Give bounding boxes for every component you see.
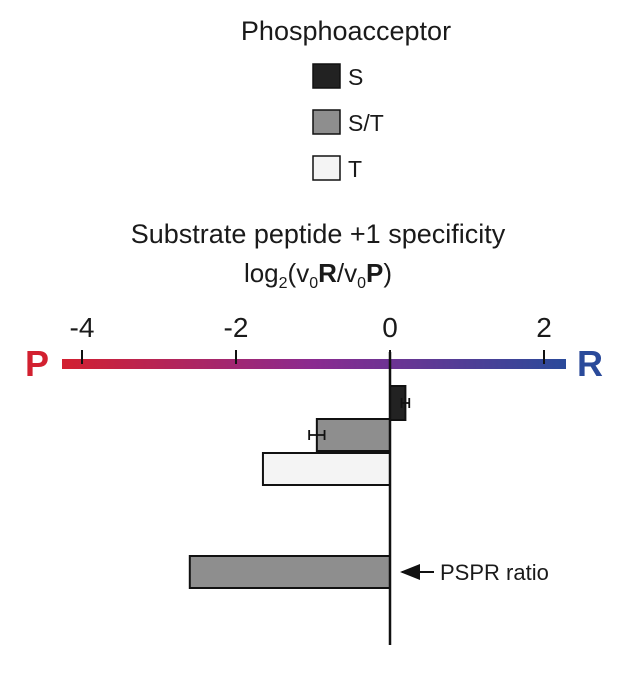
annotation-text: PSPR ratio [440, 560, 549, 585]
x-tick-label: -4 [70, 312, 95, 343]
x-tick-label: 0 [382, 312, 398, 343]
bars [188, 385, 411, 589]
bar-st-1 [315, 418, 392, 452]
error-bar-1 [308, 430, 326, 440]
chart-subtitle: log2(v0R/v0P) [244, 258, 392, 292]
axis-end-label-p: P [25, 343, 49, 384]
x-tick-label: -2 [224, 312, 249, 343]
gradient-axis [62, 359, 566, 369]
chart-title: Substrate peptide +1 specificity [131, 219, 506, 249]
legend: S S/T T [312, 63, 384, 182]
bar-t-2 [261, 452, 392, 486]
legend-swatch-s [312, 63, 341, 89]
axis-end-label-r: R [577, 343, 603, 384]
bar-st-3 [188, 555, 391, 589]
legend-label-st: S/T [348, 110, 384, 136]
legend-label-t: T [348, 156, 362, 182]
legend-swatch-st [312, 109, 341, 135]
legend-swatch-t [312, 155, 341, 181]
x-ticks: -4 -2 0 2 [70, 312, 552, 364]
x-tick-label: 2 [536, 312, 552, 343]
legend-title: Phosphoacceptor [241, 16, 451, 46]
legend-label-s: S [348, 64, 363, 90]
error-bar-0 [400, 398, 411, 408]
